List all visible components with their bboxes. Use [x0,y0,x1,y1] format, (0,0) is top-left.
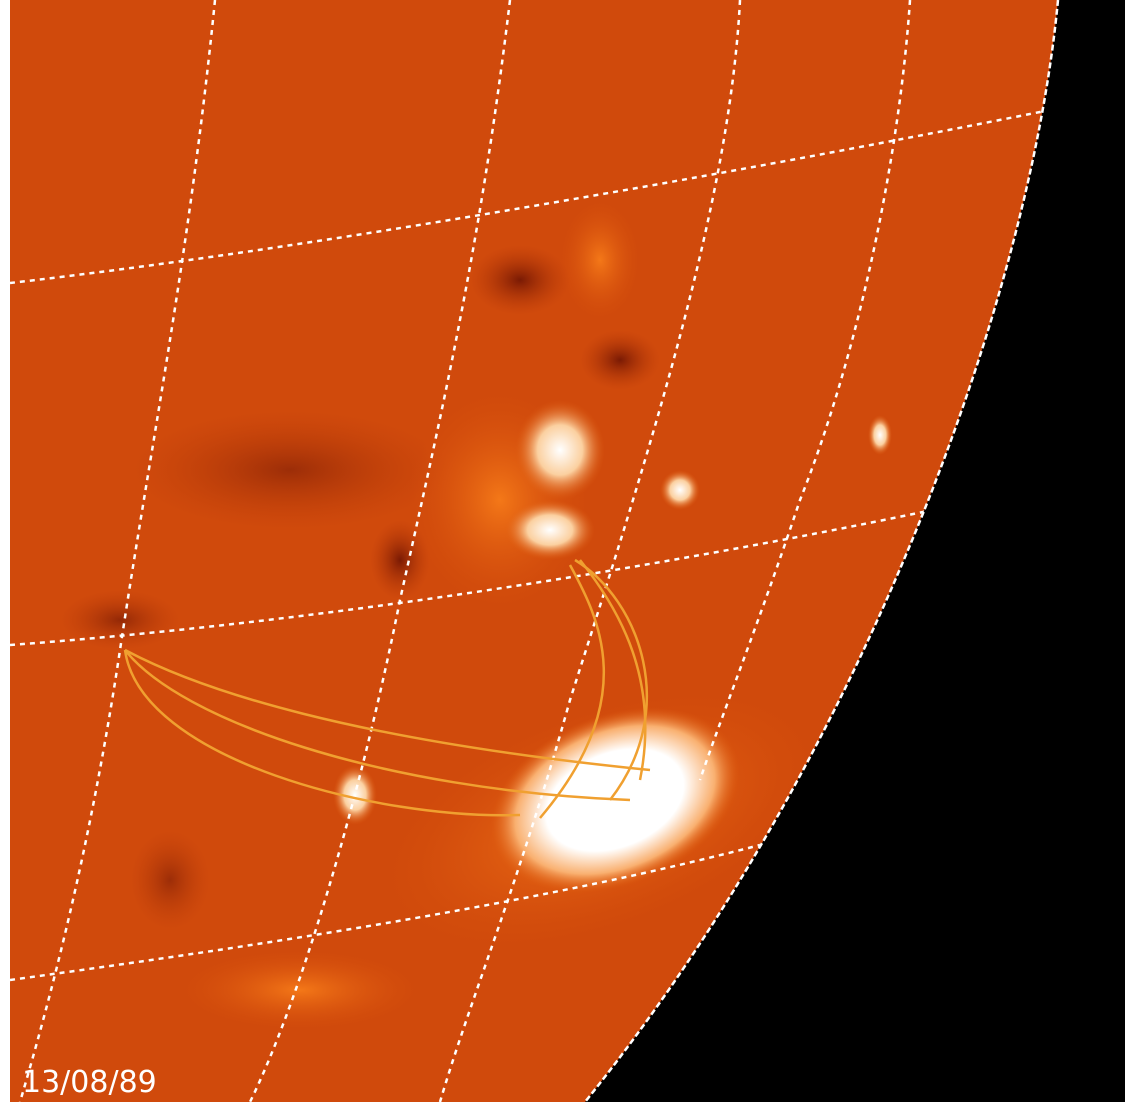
date-label: 13/08/89 [22,1065,157,1100]
border [0,0,10,1102]
solar-image: 13/08/89 [0,0,1125,1102]
